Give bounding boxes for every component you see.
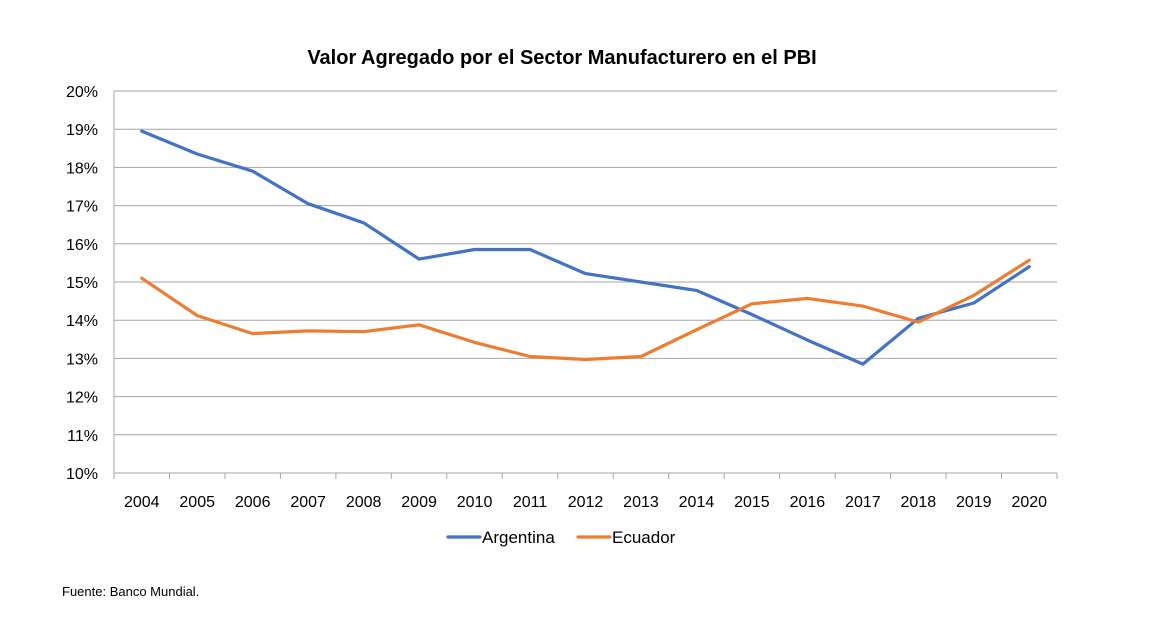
x-tick-label: 2012 <box>568 494 604 511</box>
x-axis-ticks: 2004 2005 2006 2007 2008 2009 2010 2011 2012 2013… <box>124 494 1047 511</box>
y-tick-label: 17% <box>66 199 98 216</box>
source-note: Fuente: Banco Mundial. <box>62 584 200 599</box>
x-tick-label: 2013 <box>623 494 659 511</box>
y-tick-label: 14% <box>66 313 98 330</box>
y-tick-label: 11% <box>67 428 98 445</box>
x-tick-label: 2014 <box>679 494 715 511</box>
series-line-argentina <box>140 129 1031 366</box>
chart-title: Valor Agregado por el Sector Manufacture… <box>307 47 816 69</box>
y-tick-label: 10% <box>66 466 98 483</box>
y-tick-label: 18% <box>66 160 98 177</box>
series-line-ecuador <box>140 258 1031 362</box>
legend: Argentina Ecuador <box>446 528 676 547</box>
x-tick-label: 2008 <box>346 494 382 511</box>
x-tick-label: 2010 <box>457 494 493 511</box>
x-tick-label: 2011 <box>513 494 548 511</box>
x-tick-label: 2019 <box>956 494 992 511</box>
y-tick-label: 20% <box>66 84 98 101</box>
y-tick-label: 16% <box>66 237 98 254</box>
y-axis-ticks: 10% 11% 12% 13% 14% 15% 16% 17% 18% 19% 20% <box>66 84 98 483</box>
x-tick-label: 2018 <box>901 494 937 511</box>
x-tick-label: 2020 <box>1011 494 1047 511</box>
x-tick-label: 2017 <box>845 494 881 511</box>
x-tick-label: 2004 <box>124 494 160 511</box>
x-tick-label: 2006 <box>235 494 271 511</box>
series-group <box>140 129 1031 366</box>
gridlines <box>114 90 1057 436</box>
x-tick-label: 2016 <box>790 494 826 511</box>
y-tick-label: 19% <box>66 122 98 139</box>
x-tick-label: 2015 <box>734 494 770 511</box>
y-tick-label: 13% <box>66 351 98 368</box>
x-tick-label: 2009 <box>401 494 437 511</box>
y-tick-label: 12% <box>66 390 98 407</box>
y-tick-label: 15% <box>66 275 98 292</box>
legend-label-ecuador: Ecuador <box>612 528 676 547</box>
axes <box>113 91 1058 479</box>
x-tick-label: 2005 <box>179 494 215 511</box>
legend-label-argentina: Argentina <box>482 528 555 547</box>
x-tick-label: 2007 <box>290 494 326 511</box>
